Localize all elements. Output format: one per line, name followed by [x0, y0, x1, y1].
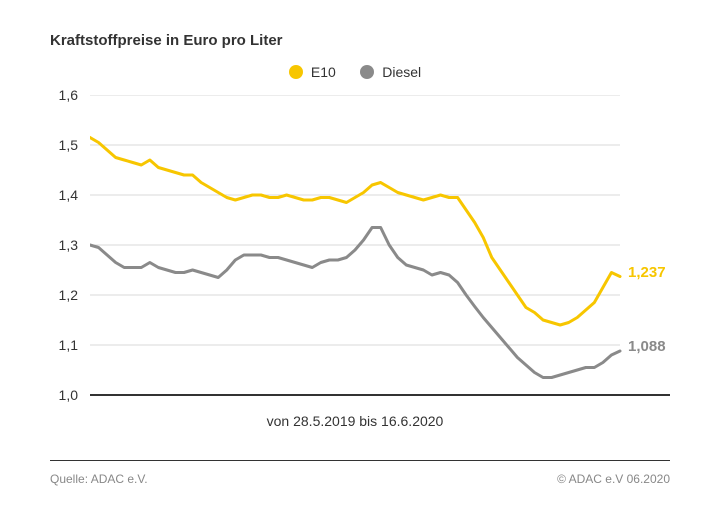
chart-title: Kraftstoffpreise in Euro pro Liter — [50, 32, 283, 49]
legend-label-e10: E10 — [311, 64, 336, 80]
ytick-label: 1,6 — [0, 87, 78, 103]
legend-item-diesel: Diesel — [360, 64, 421, 80]
end-label-e10: 1,237 — [628, 264, 666, 281]
ytick-label: 1,4 — [0, 187, 78, 203]
end-label-diesel: 1,088 — [628, 338, 666, 355]
ytick-label: 1,1 — [0, 337, 78, 353]
footer-source: Quelle: ADAC e.V. — [50, 472, 148, 486]
ytick-label: 1,2 — [0, 287, 78, 303]
legend: E10 Diesel — [0, 64, 710, 84]
legend-label-diesel: Diesel — [382, 64, 421, 80]
chart-plot — [90, 95, 670, 397]
ytick-label: 1,3 — [0, 237, 78, 253]
footer-copyright: © ADAC e.V 06.2020 — [557, 472, 670, 486]
ytick-label: 1,0 — [0, 387, 78, 403]
footer-divider — [50, 460, 670, 461]
xaxis-range-label: von 28.5.2019 bis 16.6.2020 — [0, 413, 710, 429]
legend-item-e10: E10 — [289, 64, 336, 80]
ytick-label: 1,5 — [0, 137, 78, 153]
legend-dot-diesel — [360, 65, 374, 79]
legend-dot-e10 — [289, 65, 303, 79]
page: Kraftstoffpreise in Euro pro Liter E10 D… — [0, 0, 710, 519]
